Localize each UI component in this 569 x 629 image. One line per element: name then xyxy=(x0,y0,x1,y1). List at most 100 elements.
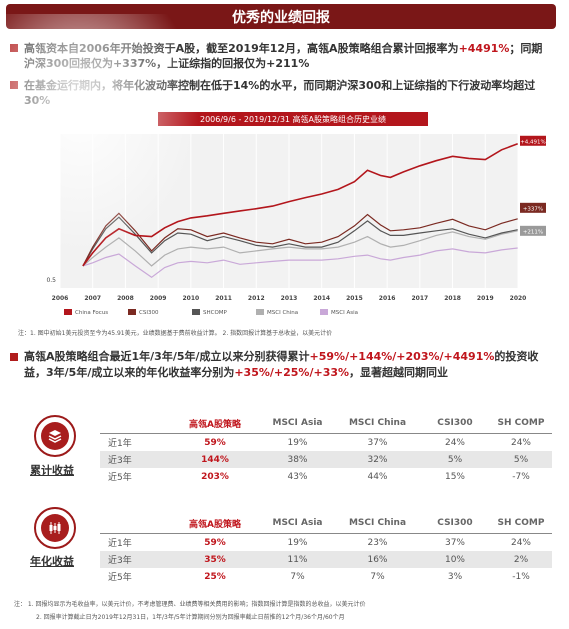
legend-swatch xyxy=(64,309,72,315)
legend-label: SHCOMP xyxy=(203,310,228,316)
column-header: MSCI Asia xyxy=(260,513,335,534)
table-cell: 5% xyxy=(490,451,552,468)
end-label-box xyxy=(520,202,546,213)
table-row: 近3年 144% 38% 32% 5% 5% xyxy=(100,451,552,468)
table-cell: 43% xyxy=(287,471,308,482)
table-row: 近3年 35% 11% 16% 10% 2% xyxy=(100,551,552,568)
table-cell: 7% xyxy=(290,571,305,582)
column-header: SH COMP xyxy=(490,513,552,534)
table-cell: 近5年 xyxy=(108,473,132,483)
column-header: MSCI Asia xyxy=(260,413,335,434)
table-cell: 44% xyxy=(367,471,388,482)
cumulative-return-table: 高瓴A股策略 MSCI Asia MSCI China CSI300 SH COMP 近1… xyxy=(100,413,552,485)
x-tick-label: 2007 xyxy=(84,295,101,302)
series-line-msci-asia xyxy=(82,247,518,279)
series-line-msci-china xyxy=(82,230,518,267)
end-label: +4,491% xyxy=(520,139,546,145)
table-cell: 37% xyxy=(367,437,388,448)
table-cell: 7% xyxy=(370,571,385,582)
footnote-2: 2. 回报率计算截止日为2019年12月31日，1年/3年/5年计算期间分别为回… xyxy=(36,614,345,621)
section-banner: 优秀的业绩回报 xyxy=(6,4,556,29)
x-tick-label: 2016 xyxy=(379,295,396,302)
table-cell: 近5年 xyxy=(108,573,132,583)
x-tick-label: 2018 xyxy=(444,295,461,302)
x-tick-label: 2015 xyxy=(346,295,363,302)
x-tick-label: 2010 xyxy=(183,295,200,302)
table-cell: 19% xyxy=(287,437,308,448)
table-cell: 3% xyxy=(447,571,463,582)
table-cell: 24% xyxy=(510,537,531,548)
performance-chart-svg: 2006/9/6 - 2019/12/31 高瓴A股策略组合历史业绩 2006 20… xyxy=(46,112,546,316)
legend-label: MSCI Asia xyxy=(331,310,358,316)
banner-title: 优秀的业绩回报 xyxy=(232,9,330,26)
summary-text-1: +59%/+144%/+203%/+4491% xyxy=(309,350,495,363)
bullet-returns-text-0: 高瓴资本自2006年开始投资于A股，截至2019年12月，高瓴A股策略组合累计回… xyxy=(24,42,459,55)
bullet-volatility: 在基金运行期内，将年化波动率控制在低于14%的水平，而同期沪深300和上证综指的… xyxy=(10,78,544,108)
column-header xyxy=(100,413,170,434)
table-cell: -1% xyxy=(512,571,530,582)
summary-paragraph: 高瓴A股策略组合最近1年/3年/5年/成立以来分别获得累计+59%/+144%/… xyxy=(10,349,552,381)
legend-swatch xyxy=(256,309,264,315)
x-tick-label: 2020 xyxy=(510,295,527,302)
x-tick-label: 2011 xyxy=(215,295,232,302)
table-cell: 144% xyxy=(170,451,260,468)
table-cell: 23% xyxy=(367,537,388,548)
table-cell: 24% xyxy=(444,437,465,448)
table-cell: 11% xyxy=(260,551,335,568)
cumulative-return-label: 累计收益 xyxy=(30,464,74,477)
table-row: 近5年 203% 43% 44% 15% -7% xyxy=(100,468,552,485)
summary-text-3: +35%/+25%/+33% xyxy=(234,366,350,379)
table-cell: 近3年 xyxy=(100,551,170,568)
annualized-return-table: 高瓴A股策略 MSCI Asia MSCI China CSI300 SH COMP 近1… xyxy=(100,513,552,585)
table-cell: 24% xyxy=(510,437,531,448)
column-header xyxy=(100,513,170,534)
table-row: 近1年 59% 19% 37% 24% 24% xyxy=(100,434,552,452)
x-tick-label: 2006 xyxy=(52,295,69,302)
table-cell: 35% xyxy=(170,551,260,568)
table-cell: 近1年 xyxy=(108,439,132,449)
legend-swatch xyxy=(128,309,136,315)
end-label: +337% xyxy=(523,206,543,212)
table-cell: 16% xyxy=(335,551,420,568)
x-tick-label: 2014 xyxy=(313,295,330,302)
table-cell: 38% xyxy=(260,451,335,468)
table-cell: 37% xyxy=(444,537,465,548)
legend-label: MSCI China xyxy=(267,310,298,316)
footnote-1: 注： 1. 回报均显示为毛收益率，以美元计价，不考虑管理费、业绩费等相关费用的影… xyxy=(14,601,366,608)
bullet-returns: 高瓴资本自2006年开始投资于A股，截至2019年12月，高瓴A股策略组合累计回… xyxy=(10,41,544,71)
table-cell: 10% xyxy=(420,551,490,568)
column-header: MSCI China xyxy=(335,413,420,434)
table-cell: 近1年 xyxy=(108,539,132,549)
chart-title: 2006/9/6 - 2019/12/31 高瓴A股策略组合历史业绩 xyxy=(200,114,386,124)
chart-footnote: 注：1. 图中初始1美元投资至今为45.91美元，业绩数据基于费前收益计算。 2… xyxy=(18,330,333,337)
annualized-return-label: 年化收益 xyxy=(30,555,74,568)
column-header: CSI300 xyxy=(420,413,490,434)
cumulative-return-badge xyxy=(34,415,76,457)
summary-text-0: 高瓴A股策略组合最近1年/3年/5年/成立以来分别获得累计 xyxy=(24,350,310,363)
table-cell: 59% xyxy=(204,537,226,548)
table-cell: 32% xyxy=(335,451,420,468)
x-tick-label: 2008 xyxy=(117,295,134,302)
legend-swatch xyxy=(192,309,200,315)
table-cell: 15% xyxy=(444,471,465,482)
column-header: MSCI China xyxy=(335,513,420,534)
column-header: 高瓴A股策略 xyxy=(170,513,260,534)
table-header-row: 高瓴A股策略 MSCI Asia MSCI China CSI300 SH COMP xyxy=(100,513,552,534)
table-cell: 203% xyxy=(201,471,229,482)
end-label-box xyxy=(520,135,546,146)
x-tick-label: 2013 xyxy=(281,295,298,302)
bullet-returns-text-1: +4491% xyxy=(458,42,510,55)
table-row: 近1年 59% 19% 23% 37% 24% xyxy=(100,534,552,552)
end-label-box xyxy=(520,225,546,236)
summary-text-4: ，显著超越同期同业 xyxy=(349,366,449,379)
chart-title-bar xyxy=(158,112,428,126)
end-label: +211% xyxy=(523,229,543,235)
x-tick-label: 2009 xyxy=(150,295,167,302)
x-tick-label: 2019 xyxy=(477,295,494,302)
table-cell: 59% xyxy=(204,437,226,448)
table-header-row: 高瓴A股策略 MSCI Asia MSCI China CSI300 SH COMP xyxy=(100,413,552,434)
table-cell: 5% xyxy=(420,451,490,468)
bullet-volatility-text-0: 在基金运行期内，将年化波动率控制在低于14%的水平，而同期沪深300和上证综指的… xyxy=(24,79,536,107)
column-header: 高瓴A股策略 xyxy=(170,413,260,434)
stacked-layers-icon xyxy=(41,422,69,450)
